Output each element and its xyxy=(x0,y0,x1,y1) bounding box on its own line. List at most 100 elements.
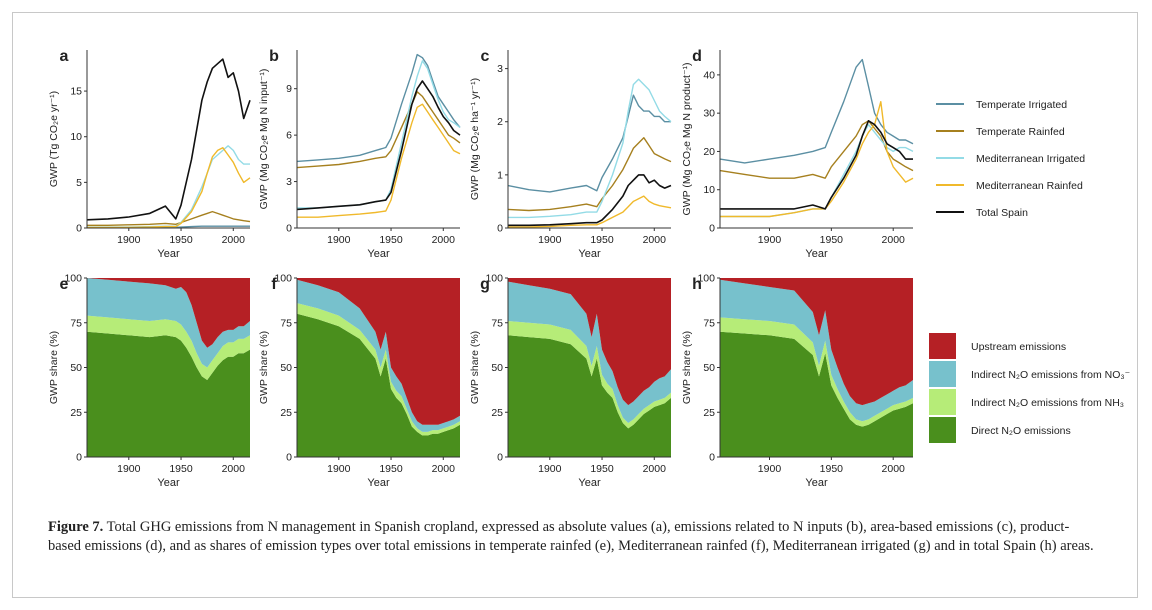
y-tick-label-d-0: 0 xyxy=(709,223,715,235)
figure-frame xyxy=(12,12,1138,598)
y-axis-label-a: GWP (Tg CO₂e yr⁻¹) xyxy=(48,91,60,187)
legend-bottom-swatch-3 xyxy=(929,417,956,443)
x-tick-label-b-0: 1900 xyxy=(327,234,351,246)
x-tick-label-h-2: 2000 xyxy=(882,463,906,475)
y-tick-label-e-2: 50 xyxy=(70,362,82,374)
panel-letter-b: b xyxy=(269,48,279,65)
line-series-c-4 xyxy=(508,174,672,227)
line-series-c-0 xyxy=(507,94,671,193)
y-axis-label-c: GWP (Mg CO₂e ha⁻¹ yr⁻¹) xyxy=(469,78,481,200)
panel-h: 1900 1950 2000 0 25 50 75 100 Year GWP share (%) h xyxy=(681,273,913,489)
line-series-c-1 xyxy=(507,136,672,212)
panel-letter-e: e xyxy=(60,276,69,293)
y-tick-label-h-3: 75 xyxy=(703,317,715,329)
y-tick-label-c-2: 2 xyxy=(497,116,503,128)
y-tick-label-b-0: 0 xyxy=(286,223,292,235)
area-series-h-3 xyxy=(720,278,913,406)
x-tick-label-a-1: 1950 xyxy=(169,234,193,246)
x-tick-label-c-0: 1900 xyxy=(538,234,562,246)
caption-text: Total GHG emissions from N management in… xyxy=(48,519,1094,554)
y-tick-label-e-0: 0 xyxy=(76,452,82,464)
x-tick-label-g-2: 2000 xyxy=(643,463,667,475)
x-axis-label-d: Year xyxy=(805,248,828,260)
x-axis-label-b: Year xyxy=(367,248,390,260)
legend-top-label-1: Temperate Rainfed xyxy=(976,126,1065,138)
y-tick-label-a-1: 5 xyxy=(76,177,82,189)
y-tick-label-g-0: 0 xyxy=(497,452,503,464)
area-series-g-0 xyxy=(508,335,671,457)
line-series-d-4 xyxy=(720,120,913,210)
y-axis-label-h: GWP share (%) xyxy=(681,331,693,404)
x-tick-label-a-0: 1900 xyxy=(117,234,141,246)
x-tick-label-d-0: 1900 xyxy=(758,234,782,246)
y-tick-label-d-4: 40 xyxy=(703,69,715,81)
area-series-f-1 xyxy=(297,303,460,436)
legend-top-label-4: Total Spain xyxy=(976,207,1028,219)
x-tick-label-b-1: 1950 xyxy=(379,234,403,246)
y-axis-label-g: GWP share (%) xyxy=(469,331,481,404)
line-series-b-2 xyxy=(297,60,461,209)
legend-top: Temperate Irrigated Temperate Rainfed Medi… xyxy=(936,99,1085,219)
y-tick-label-b-1: 3 xyxy=(286,176,292,188)
area-series-h-2 xyxy=(720,279,913,422)
line-series-d-0 xyxy=(719,58,914,164)
line-series-b-3 xyxy=(297,103,461,218)
x-tick-label-g-0: 1900 xyxy=(538,463,562,475)
legend-bottom: Upstream emissions Indirect N₂O emissions… xyxy=(929,333,1131,443)
area-series-h-0 xyxy=(720,331,913,457)
y-axis-label-f: GWP share (%) xyxy=(258,331,270,404)
area-series-h-1 xyxy=(720,317,913,427)
figure-caption: Figure 7. Total GHG emissions from N man… xyxy=(48,518,1098,555)
panel-letter-f: f xyxy=(271,276,277,293)
line-series-b-4 xyxy=(296,80,461,211)
legend-bottom-label-3: Direct N₂O emissions xyxy=(971,425,1071,437)
legend-bottom-swatch-2 xyxy=(929,389,956,415)
panel-letter-h: h xyxy=(692,276,702,293)
line-series-a-3 xyxy=(87,146,251,229)
line-series-a-1 xyxy=(87,210,251,227)
x-tick-label-f-0: 1900 xyxy=(327,463,351,475)
legend-top-label-2: Mediterranean Irrigated xyxy=(976,153,1085,165)
x-axis-label-c: Year xyxy=(578,248,601,260)
y-tick-label-d-2: 20 xyxy=(703,146,715,158)
y-tick-label-g-1: 25 xyxy=(491,407,503,419)
x-tick-label-c-1: 1950 xyxy=(590,234,614,246)
y-tick-label-e-1: 25 xyxy=(70,407,82,419)
area-series-g-3 xyxy=(508,278,671,406)
panel-e: 1900 1950 2000 0 25 50 75 100 Year GWP share (%) e xyxy=(48,273,250,489)
caption-label: Figure 7. xyxy=(48,519,104,535)
legend-bottom-swatch-1 xyxy=(929,361,956,387)
x-tick-label-e-2: 2000 xyxy=(222,463,246,475)
x-tick-label-a-2: 2000 xyxy=(222,234,246,246)
y-tick-label-h-2: 50 xyxy=(703,362,715,374)
panel-a: 1900 1950 2000 0 5 10 15 Year GWP (Tg CO₂e yr⁻¹)… xyxy=(48,48,251,260)
x-tick-label-f-2: 2000 xyxy=(432,463,456,475)
x-tick-label-e-0: 1900 xyxy=(117,463,141,475)
y-tick-label-c-3: 3 xyxy=(497,63,503,75)
x-axis-label-e: Year xyxy=(157,477,180,489)
area-series-e-2 xyxy=(87,278,250,368)
panel-c: 1900 1950 2000 0 1 2 3 Year GWP (Mg CO₂e ha⁻¹ yr… xyxy=(469,48,672,260)
y-tick-label-g-2: 50 xyxy=(491,362,503,374)
y-tick-label-f-4: 100 xyxy=(274,273,292,285)
x-tick-label-c-2: 2000 xyxy=(643,234,667,246)
y-axis-label-e: GWP share (%) xyxy=(48,331,60,404)
x-axis-label-f: Year xyxy=(367,477,390,489)
x-axis-label-h: Year xyxy=(805,477,828,489)
y-tick-label-b-3: 9 xyxy=(286,83,292,95)
line-series-a-4 xyxy=(86,58,251,221)
y-tick-label-e-3: 75 xyxy=(70,317,82,329)
y-tick-label-c-1: 1 xyxy=(497,169,503,181)
panel-letter-c: c xyxy=(481,48,490,65)
y-tick-label-c-0: 0 xyxy=(497,223,503,235)
y-tick-label-h-1: 25 xyxy=(703,407,715,419)
legend-bottom-label-1: Indirect N₂O emissions from NO₃⁻ xyxy=(971,369,1131,381)
y-tick-label-g-3: 75 xyxy=(491,317,503,329)
y-axis-label-d: GWP (Mg CO₂e Mg N product⁻¹) xyxy=(681,63,693,216)
panel-letter-d: d xyxy=(692,48,702,65)
y-tick-label-d-1: 10 xyxy=(703,184,715,196)
y-tick-label-f-1: 25 xyxy=(280,407,292,419)
line-series-d-1 xyxy=(719,120,914,179)
x-tick-label-b-2: 2000 xyxy=(432,234,456,246)
